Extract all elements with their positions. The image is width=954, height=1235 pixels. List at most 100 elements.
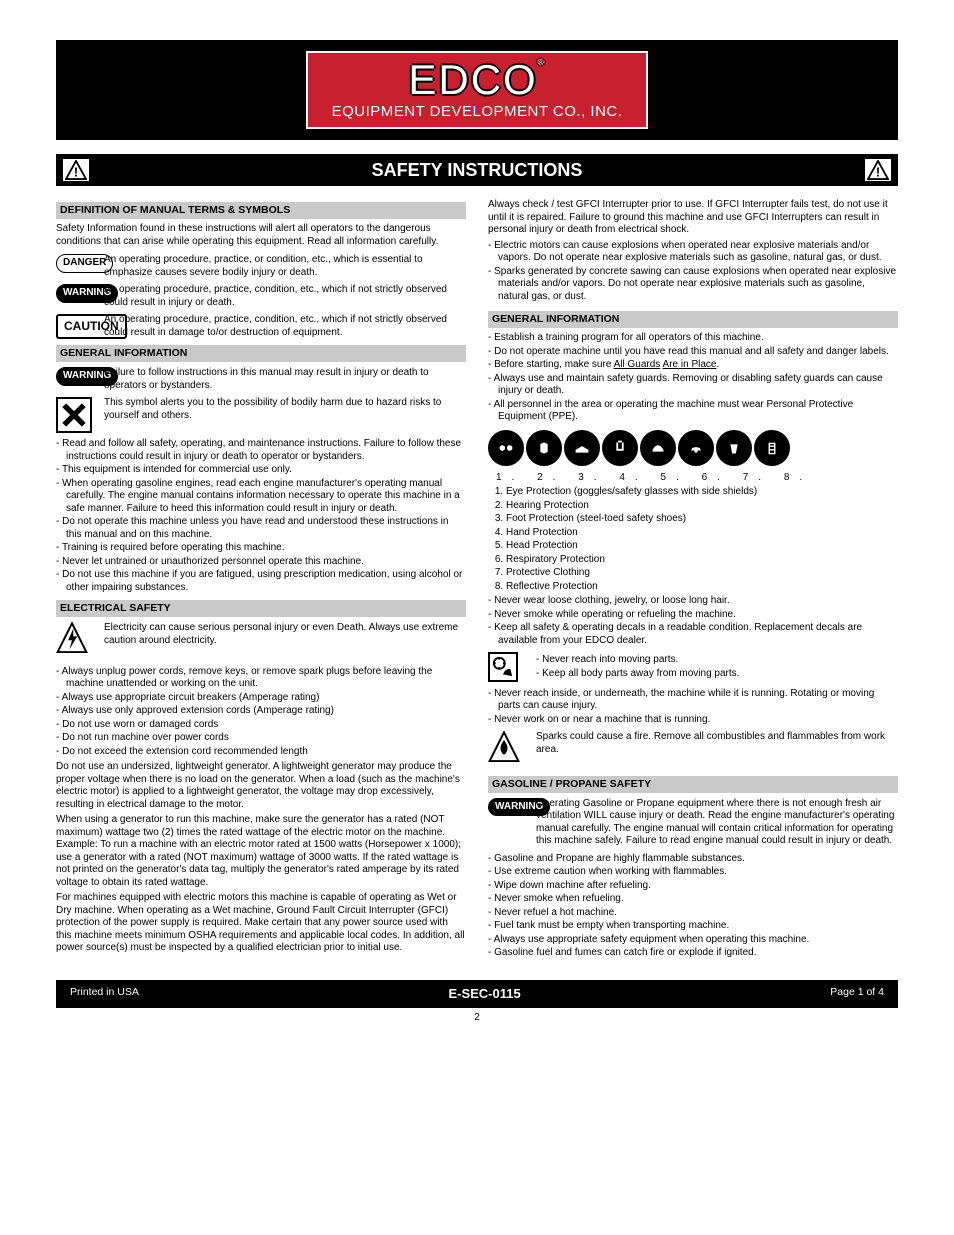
- logo-band: EDCO® EQUIPMENT DEVELOPMENT CO., INC.: [56, 40, 898, 140]
- list-item: All personnel in the area or operating t…: [488, 399, 898, 424]
- ppe-head-icon: [640, 430, 676, 466]
- list-item: Always use appropriate safety equipment …: [488, 934, 898, 947]
- right-lower-1: Never wear loose clothing, jewelry, or l…: [488, 595, 898, 647]
- elec-row: Electricity can cause serious personal i…: [56, 622, 466, 661]
- hazard-x-icon: [56, 397, 92, 433]
- caution-text: An operating procedure, practice, condit…: [104, 314, 466, 339]
- page-number: 2: [56, 1012, 898, 1025]
- list-item: Head Protection: [506, 540, 898, 553]
- hazard-text: This symbol alerts you to the possibilit…: [104, 397, 466, 422]
- section-general-2: GENERAL INFORMATION: [488, 311, 898, 328]
- left-column: DEFINITION OF MANUAL TERMS & SYMBOLS Saf…: [56, 196, 466, 962]
- ppe-hand-icon: [602, 430, 638, 466]
- fire-text: Sparks could cause a fire. Remove all co…: [536, 731, 898, 756]
- ppe-reflect-icon: [754, 430, 790, 466]
- list-item: Never reach inside, or underneath, the m…: [488, 688, 898, 713]
- safety-band: ! SAFETY INSTRUCTIONS !: [56, 154, 898, 186]
- list-item: Fuel tank must be empty when transportin…: [488, 920, 898, 933]
- right-top-list: Electric motors can cause explosions whe…: [488, 240, 898, 304]
- list-item: When operating gasoline engines, read ea…: [56, 478, 466, 516]
- elec-tail: For machines equipped with electric moto…: [56, 892, 466, 955]
- section-electrical: ELECTRICAL SAFETY: [56, 600, 466, 617]
- caution-row: CAUTION An operating procedure, practice…: [56, 314, 466, 339]
- section-definitions: DEFINITION OF MANUAL TERMS & SYMBOLS: [56, 202, 466, 219]
- list-item: Do not run machine over power cords: [56, 732, 466, 745]
- section-gas: GASOLINE / PROPANE SAFETY: [488, 776, 898, 793]
- ppe-eye-icon: [488, 430, 524, 466]
- list-item: Always unplug power cords, remove keys, …: [56, 666, 466, 691]
- gen-bullets: Read and follow all safety, operating, a…: [56, 438, 466, 594]
- list-item: Wipe down machine after refueling.: [488, 880, 898, 893]
- danger-row: DANGER An operating procedure, practice,…: [56, 254, 466, 279]
- svg-text:!: !: [74, 164, 78, 179]
- elec-intro: Electricity can cause serious personal i…: [104, 622, 466, 647]
- ppe-cloth-icon: [716, 430, 752, 466]
- list-item: Always use and maintain safety guards. R…: [488, 373, 898, 398]
- list-item: Never work on or near a machine that is …: [488, 714, 898, 727]
- right-column: Always check / test GFCI Interrupter pri…: [488, 196, 898, 962]
- gen-warning-row: WARNING Failure to follow instructions i…: [56, 367, 466, 392]
- electric-icon: [56, 622, 98, 661]
- list-item: Before starting, make sure All Guards Ar…: [488, 359, 898, 372]
- footer-mid: E-SEC-0115: [448, 986, 520, 1002]
- right-lower-2: Never reach into moving parts. Keep all …: [536, 654, 898, 680]
- list-item: Never let untrained or unauthorized pers…: [56, 556, 466, 569]
- ppe-icons: [488, 430, 898, 466]
- list-item: Never wear loose clothing, jewelry, or l…: [488, 595, 898, 608]
- elec-bullets: Always unplug power cords, remove keys, …: [56, 666, 466, 759]
- list-item: This equipment is intended for commercia…: [56, 464, 466, 477]
- list-item: Training is required before operating th…: [56, 542, 466, 555]
- list-item: Gasoline and Propane are highly flammabl…: [488, 853, 898, 866]
- list-item: Sparks generated by concrete sawing can …: [488, 266, 898, 304]
- ppe-resp-icon: [678, 430, 714, 466]
- entanglement-icon: [488, 652, 518, 682]
- ppe-ear-icon: [526, 430, 562, 466]
- danger-text: An operating procedure, practice, or con…: [104, 254, 466, 279]
- page: EDCO® EQUIPMENT DEVELOPMENT CO., INC. ! …: [0, 0, 954, 1045]
- list-item: Foot Protection (steel-toed safety shoes…: [506, 513, 898, 526]
- logo-sub: EQUIPMENT DEVELOPMENT CO., INC.: [332, 103, 623, 122]
- list-item: Keep all safety & operating decals in a …: [488, 622, 898, 647]
- list-item: Eye Protection (goggles/safety glasses w…: [506, 486, 898, 499]
- list-item: Never smoke when refueling.: [488, 893, 898, 906]
- coldweather-1: Do not use an undersized, lightweight ge…: [56, 761, 466, 811]
- ppe-foot-icon: [564, 430, 600, 466]
- guard-u2: Are in Place: [663, 359, 717, 370]
- gas-list: Gasoline and Propane are highly flammabl…: [488, 853, 898, 960]
- gen-warning-text: Failure to follow instructions in this m…: [104, 367, 466, 392]
- list-item: Electric motors can cause explosions whe…: [488, 240, 898, 265]
- safety-title: SAFETY INSTRUCTIONS: [90, 159, 864, 182]
- fire-row: Sparks could cause a fire. Remove all co…: [488, 731, 898, 770]
- logo-brand-text: EDCO: [408, 56, 537, 103]
- footer-left: Printed in USA: [70, 986, 139, 1002]
- right-top-0: Always check / test GFCI Interrupter pri…: [488, 199, 898, 237]
- hazard-row: This symbol alerts you to the possibilit…: [56, 397, 466, 433]
- logo-box: EDCO® EQUIPMENT DEVELOPMENT CO., INC.: [306, 51, 649, 130]
- list-item: Always use only approved extension cords…: [56, 705, 466, 718]
- list-item: Do not exceed the extension cord recomme…: [56, 746, 466, 759]
- list-item: Use extreme caution when working with fl…: [488, 866, 898, 879]
- fire-icon: [488, 731, 530, 770]
- list-item: Do not operate this machine unless you h…: [56, 516, 466, 541]
- list-item: Hand Protection: [506, 527, 898, 540]
- list-item: Do not use worn or damaged cords: [56, 719, 466, 732]
- list-item: Always use appropriate circuit breakers …: [56, 692, 466, 705]
- warning-text: An operating procedure, practice, condit…: [104, 284, 466, 309]
- guard-pre: Before starting, make sure: [494, 359, 614, 370]
- list-item: Never smoke while operating or refueling…: [488, 609, 898, 622]
- guard-post: .: [716, 359, 719, 370]
- list-item: Do not use this machine if you are fatig…: [56, 569, 466, 594]
- warning-row: WARNING An operating procedure, practice…: [56, 284, 466, 309]
- alert-icon-right: !: [864, 158, 892, 182]
- ppe-list: Eye Protection (goggles/safety glasses w…: [488, 486, 898, 593]
- list-item: Read and follow all safety, operating, a…: [56, 438, 466, 463]
- gas-warn-text: Operating Gasoline or Propane equipment …: [536, 798, 898, 848]
- section-general: GENERAL INFORMATION: [56, 345, 466, 362]
- list-item: Never reach into moving parts.: [536, 654, 898, 667]
- footer-right: Page 1 of 4: [830, 986, 884, 1002]
- list-item: Protective Clothing: [506, 567, 898, 580]
- gas-warning-row: WARNING Operating Gasoline or Propane eq…: [488, 798, 898, 848]
- columns: DEFINITION OF MANUAL TERMS & SYMBOLS Saf…: [56, 196, 898, 962]
- intro-text: Safety Information found in these instru…: [56, 223, 466, 248]
- svg-text:!: !: [876, 164, 880, 179]
